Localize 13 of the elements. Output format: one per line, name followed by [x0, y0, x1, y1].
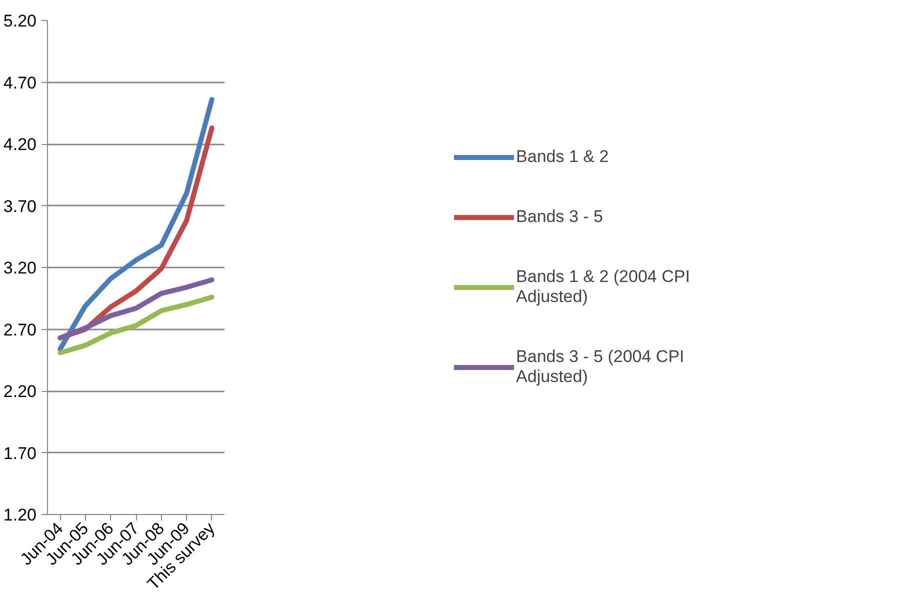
- y-tick-label: 5.20: [3, 12, 37, 30]
- y-tick-label: 1.70: [3, 444, 37, 463]
- y-tick-label: 4.70: [3, 73, 37, 92]
- y-tick-label: 3.20: [3, 258, 37, 278]
- legend-label: Bands 1 & 2 (2004 CPI Adjusted): [516, 267, 690, 307]
- legend-label: Bands 1 & 2: [516, 147, 609, 167]
- y-tick-label: 2.20: [3, 382, 37, 401]
- legend-label: Bands 3 - 5: [516, 207, 604, 227]
- y-tick-label: 2.70: [3, 320, 37, 340]
- y-tick-label: 3.70: [3, 196, 37, 216]
- y-tick-label: 1.20: [3, 506, 37, 524]
- legend-label: Bands 3 - 5 (2004 CPI Adjusted): [516, 347, 684, 387]
- y-tick-label: 4.20: [3, 135, 37, 154]
